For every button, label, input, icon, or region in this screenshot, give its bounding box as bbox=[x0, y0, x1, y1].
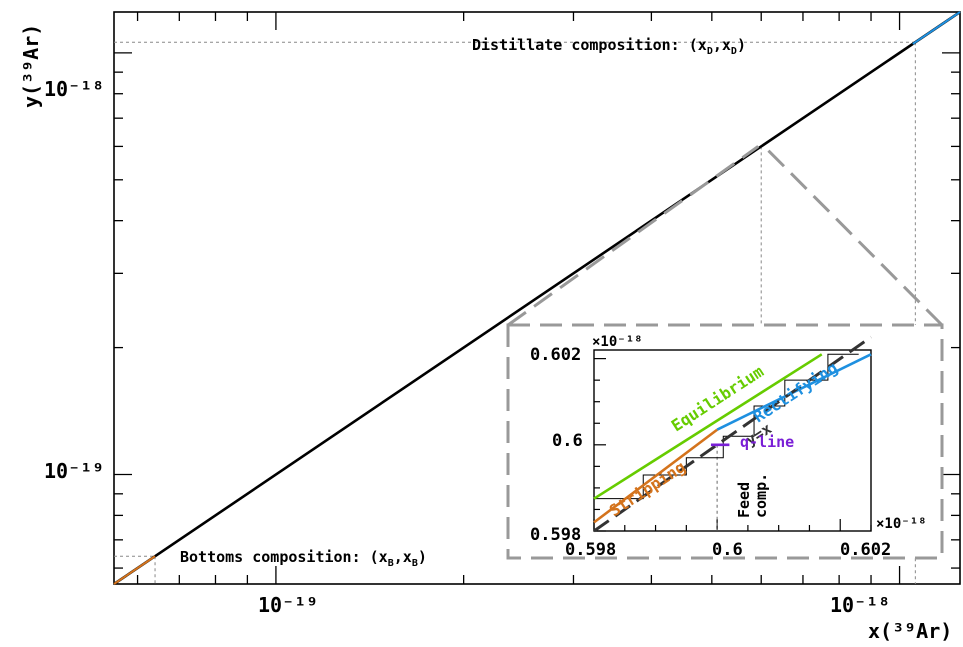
y-tick-label-1e-18: 10⁻¹⁸ bbox=[44, 77, 104, 101]
inset-x-tick-06: 0.6 bbox=[712, 540, 743, 560]
main-rectifying-segment bbox=[912, 11, 961, 45]
inset-y-tick-06: 0.6 bbox=[552, 431, 583, 451]
inset-x-exponent: ×10⁻¹⁸ bbox=[876, 516, 927, 532]
inset-series-line-yx bbox=[593, 335, 872, 533]
label-feed: Feed bbox=[735, 482, 753, 518]
inset-series-line-stripping bbox=[593, 428, 718, 524]
x-tick-label-1e-19: 10⁻¹⁹ bbox=[258, 593, 318, 617]
zoom-connector-lines bbox=[507, 145, 944, 327]
zoom-line-left bbox=[507, 145, 760, 327]
inset-series-line-equilibrium bbox=[593, 353, 823, 500]
inset-y-tick-0598: 0.598 bbox=[530, 525, 581, 545]
main-axis-ticks bbox=[114, 12, 960, 584]
label-q-line: q-line bbox=[740, 433, 794, 451]
x-axis-title: x(³⁹Ar) bbox=[868, 619, 952, 643]
inset-x-tick-0598: 0.598 bbox=[565, 540, 616, 560]
zoom-line-right bbox=[763, 145, 944, 327]
main-stripping-segment bbox=[113, 555, 156, 585]
distillate-annotation: Distillate composition: (xD,xD) bbox=[472, 36, 746, 57]
inset-x-tick-0602: 0.602 bbox=[840, 540, 891, 560]
main-series-group bbox=[113, 10, 961, 586]
x-tick-label-1e-18: 10⁻¹⁸ bbox=[830, 593, 890, 617]
bottoms-annotation: Bottoms composition: (xB,xB) bbox=[180, 548, 427, 569]
main-plot-frame bbox=[113, 11, 961, 585]
y-tick-label-1e-19: 10⁻¹⁹ bbox=[44, 459, 104, 483]
inset-series-group bbox=[593, 335, 872, 533]
label-feed-comp: comp. bbox=[752, 473, 770, 518]
y-axis-title: y(³⁹Ar) bbox=[19, 24, 43, 108]
inset-axis-ticks bbox=[593, 358, 872, 532]
inset-y-tick-0602: 0.602 bbox=[530, 345, 581, 365]
inset-y-exponent: ×10⁻¹⁸ bbox=[592, 334, 643, 350]
main-series-line-y-equals-x bbox=[113, 10, 961, 586]
